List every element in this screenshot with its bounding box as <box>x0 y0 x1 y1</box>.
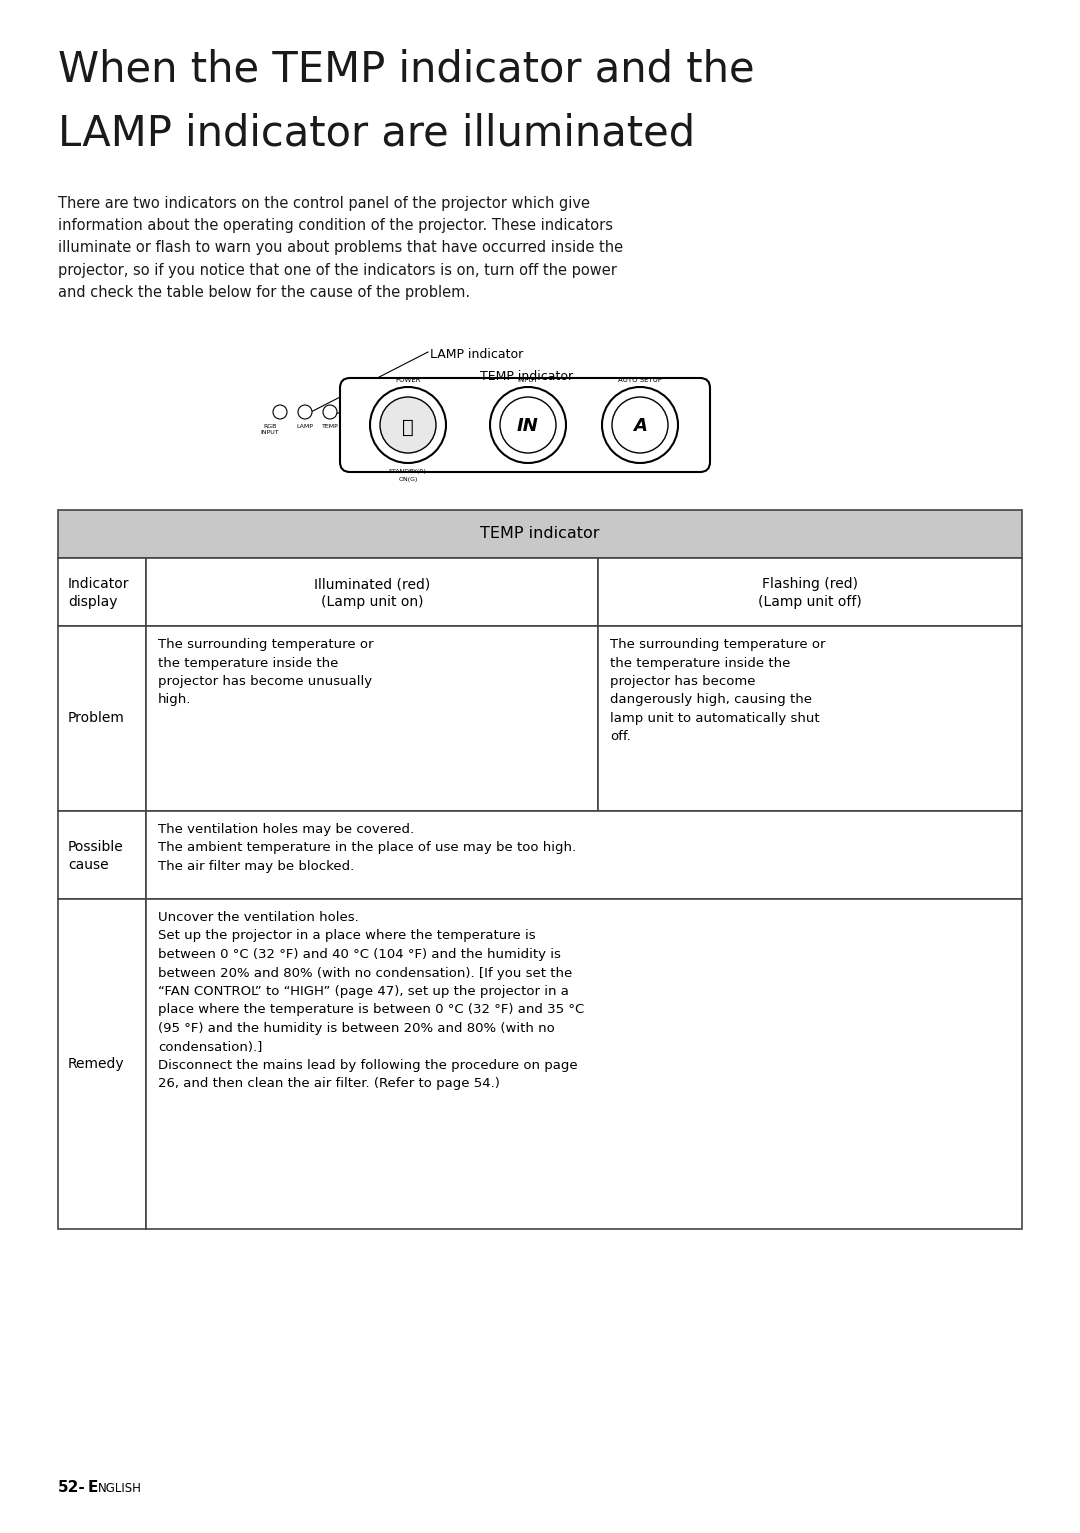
Circle shape <box>323 405 337 419</box>
Text: When the TEMP indicator and the: When the TEMP indicator and the <box>58 48 755 90</box>
Text: A: A <box>633 417 647 435</box>
Text: Problem: Problem <box>68 711 125 725</box>
Text: TEMP indicator: TEMP indicator <box>480 369 573 383</box>
Bar <box>58 811 146 898</box>
Bar <box>598 625 1022 811</box>
Text: NGLISH: NGLISH <box>98 1482 141 1495</box>
Text: The ventilation holes may be covered.
The ambient temperature in the place of us: The ventilation holes may be covered. Th… <box>158 823 576 872</box>
Text: Uncover the ventilation holes.
Set up the projector in a place where the tempera: Uncover the ventilation holes. Set up th… <box>158 911 584 1090</box>
Bar <box>598 558 1022 625</box>
Bar <box>146 625 598 811</box>
Text: POWER: POWER <box>395 377 421 383</box>
Text: The surrounding temperature or
the temperature inside the
projector has become u: The surrounding temperature or the tempe… <box>158 638 374 707</box>
Text: LAMP: LAMP <box>297 425 313 429</box>
Text: TEMP: TEMP <box>322 425 338 429</box>
Text: The surrounding temperature or
the temperature inside the
projector has become
d: The surrounding temperature or the tempe… <box>610 638 825 744</box>
Text: E: E <box>87 1479 98 1495</box>
Text: AUTO SETUP: AUTO SETUP <box>618 377 662 383</box>
Bar <box>58 558 146 625</box>
Bar <box>58 898 146 1229</box>
Bar <box>58 510 1022 558</box>
Text: Indicator: Indicator <box>68 576 130 592</box>
Circle shape <box>370 386 446 463</box>
Text: display: display <box>68 595 118 609</box>
Text: RGB
INPUT: RGB INPUT <box>260 425 280 435</box>
Circle shape <box>298 405 312 419</box>
Text: ⏻: ⏻ <box>402 417 414 437</box>
Circle shape <box>612 397 669 452</box>
Circle shape <box>602 386 678 463</box>
Circle shape <box>380 397 436 452</box>
FancyBboxPatch shape <box>340 379 710 472</box>
Text: IN: IN <box>517 417 539 435</box>
Circle shape <box>500 397 556 452</box>
Text: Remedy: Remedy <box>68 1056 124 1072</box>
Circle shape <box>273 405 287 419</box>
Text: There are two indicators on the control panel of the projector which give
inform: There are two indicators on the control … <box>58 196 623 300</box>
Bar <box>146 898 1022 1229</box>
Bar <box>146 558 598 625</box>
Text: Possible: Possible <box>68 840 124 854</box>
Text: INPUT: INPUT <box>517 377 538 383</box>
Text: STANDBY(R): STANDBY(R) <box>389 469 427 474</box>
Text: LAMP indicator: LAMP indicator <box>430 348 523 360</box>
Text: 52-: 52- <box>58 1479 85 1495</box>
Text: TEMP indicator: TEMP indicator <box>481 526 599 541</box>
Text: LAMP indicator are illuminated: LAMP indicator are illuminated <box>58 112 696 153</box>
Text: cause: cause <box>68 858 109 872</box>
Text: (Lamp unit on): (Lamp unit on) <box>321 595 423 609</box>
Circle shape <box>490 386 566 463</box>
Bar <box>58 625 146 811</box>
Text: Illuminated (red): Illuminated (red) <box>314 576 430 592</box>
Text: ON(G): ON(G) <box>399 477 418 481</box>
Text: Flashing (red): Flashing (red) <box>762 576 858 592</box>
Text: (Lamp unit off): (Lamp unit off) <box>758 595 862 609</box>
Bar <box>146 811 1022 898</box>
